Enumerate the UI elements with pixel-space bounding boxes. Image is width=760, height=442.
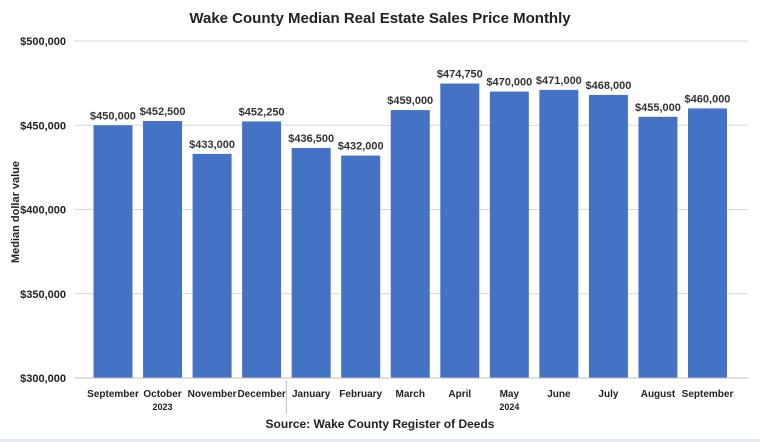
x-tick-label: November bbox=[188, 389, 237, 400]
x-tick-label: July bbox=[598, 389, 618, 400]
x-tick-label: December bbox=[237, 389, 285, 400]
bar bbox=[390, 110, 430, 379]
chart-title: Wake County Median Real Estate Sales Pri… bbox=[189, 10, 571, 27]
y-tick-label: $450,000 bbox=[20, 120, 66, 132]
y-tick-label: $400,000 bbox=[20, 205, 66, 217]
x-tick-label: January bbox=[292, 389, 331, 400]
data-label: $436,500 bbox=[288, 133, 334, 145]
data-label: $468,000 bbox=[585, 80, 631, 92]
y-tick-label: $300,000 bbox=[20, 373, 66, 385]
data-label: $450,000 bbox=[90, 110, 136, 122]
bar bbox=[489, 91, 529, 379]
x-tick-label: March bbox=[396, 389, 425, 400]
year-label: 2024 bbox=[499, 402, 519, 412]
data-label: $470,000 bbox=[486, 77, 532, 89]
x-tick-label: August bbox=[641, 389, 676, 400]
data-label: $452,500 bbox=[140, 106, 186, 118]
bar bbox=[638, 116, 678, 378]
y-tick-label: $500,000 bbox=[20, 36, 66, 48]
bar bbox=[242, 121, 282, 379]
bar bbox=[539, 89, 579, 379]
bar bbox=[341, 155, 381, 378]
x-tick-label: September bbox=[682, 389, 734, 400]
x-tick-label: May bbox=[500, 389, 520, 400]
year-label: 2023 bbox=[153, 402, 173, 412]
source-note: Source: Wake County Register of Deeds bbox=[265, 417, 495, 431]
bar bbox=[143, 121, 183, 378]
x-tick-label: October bbox=[143, 389, 181, 400]
data-label: $433,000 bbox=[189, 139, 235, 151]
y-tick-label: $350,000 bbox=[20, 289, 66, 301]
bar bbox=[192, 153, 232, 378]
data-label: $452,250 bbox=[239, 106, 285, 118]
x-tick-label: June bbox=[547, 389, 571, 400]
bar bbox=[93, 125, 133, 378]
data-label: $471,000 bbox=[536, 75, 582, 87]
bar bbox=[291, 147, 331, 378]
bar bbox=[440, 83, 480, 378]
data-label: $455,000 bbox=[635, 102, 681, 114]
data-label: $432,000 bbox=[338, 141, 384, 153]
data-label: $460,000 bbox=[685, 93, 731, 105]
data-label: $474,750 bbox=[437, 69, 483, 81]
data-label: $459,000 bbox=[387, 95, 433, 107]
x-tick-label: September bbox=[87, 389, 139, 400]
bar bbox=[588, 94, 628, 379]
bar bbox=[688, 108, 727, 379]
x-tick-label: April bbox=[448, 389, 471, 400]
x-tick-label: February bbox=[339, 389, 382, 400]
